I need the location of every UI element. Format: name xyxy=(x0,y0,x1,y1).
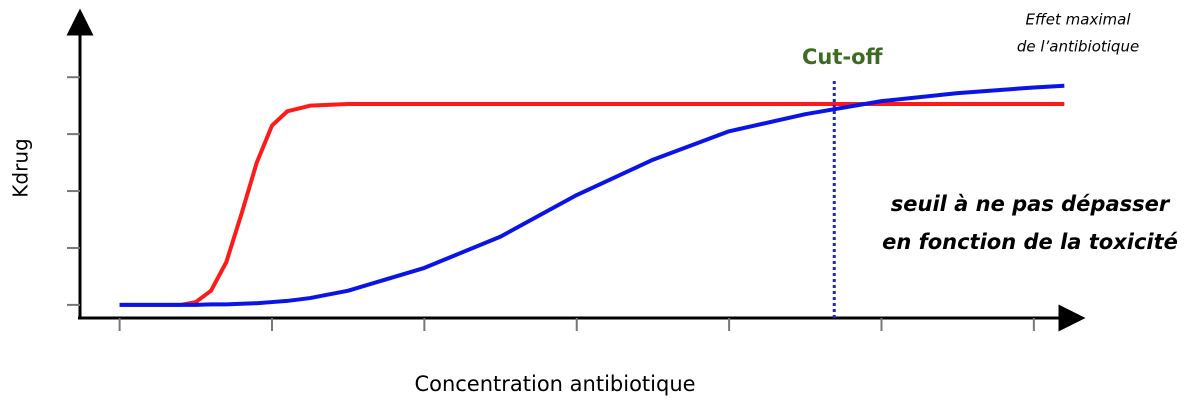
cutoff-label: Cut-off xyxy=(802,45,884,69)
y-axis-label: Kdrug xyxy=(9,138,33,197)
annotation: de l’antibiotique xyxy=(1017,38,1139,56)
annotation: Effet maximal xyxy=(1026,11,1132,29)
annotation: en fonction de la toxicité xyxy=(882,230,1178,254)
annotation: seuil à ne pas dépasser xyxy=(891,192,1171,216)
x-axis-label: Concentration antibiotique xyxy=(414,372,695,396)
series-line xyxy=(119,83,1065,307)
